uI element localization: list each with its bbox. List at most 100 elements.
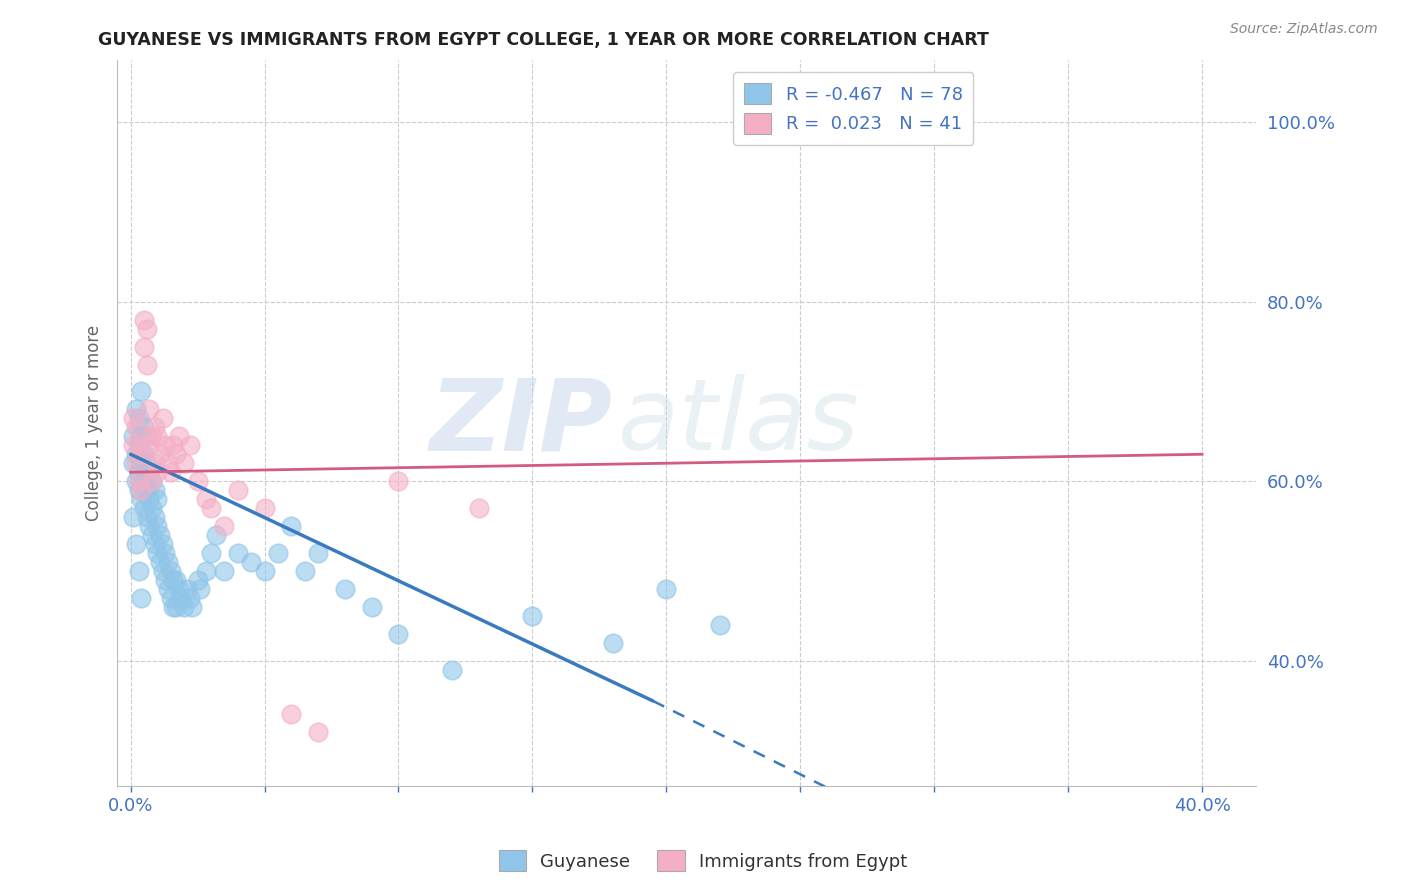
Point [129, 591, 152, 605]
Point [135, 456, 157, 470]
Legend: Guyanese, Immigrants from Egypt: Guyanese, Immigrants from Egypt [492, 843, 914, 879]
Point [132, 447, 155, 461]
Point [122, 456, 145, 470]
Point [146, 492, 169, 507]
Point [149, 447, 172, 461]
Point [167, 429, 190, 443]
Point [129, 447, 152, 461]
Point [468, 501, 491, 516]
Point [125, 420, 148, 434]
Point [135, 429, 157, 443]
Point [179, 438, 201, 452]
Legend: R = -0.467   N = 78, R =  0.023   N = 41: R = -0.467 N = 78, R = 0.023 N = 41 [733, 72, 973, 145]
Point [128, 474, 150, 488]
Point [240, 555, 263, 569]
Point [280, 519, 302, 533]
Point [159, 591, 181, 605]
Point [132, 312, 155, 326]
Point [125, 537, 148, 551]
Point [135, 483, 157, 497]
Point [655, 582, 678, 596]
Point [173, 456, 195, 470]
Point [200, 501, 222, 516]
Point [441, 663, 464, 677]
Point [132, 340, 155, 354]
Point [138, 438, 160, 452]
Point [141, 501, 163, 516]
Point [129, 384, 152, 399]
Point [146, 519, 169, 533]
Point [125, 402, 148, 417]
Point [226, 483, 249, 497]
Point [129, 492, 152, 507]
Point [165, 599, 187, 614]
Text: Source: ZipAtlas.com: Source: ZipAtlas.com [1230, 22, 1378, 37]
Point [146, 546, 169, 560]
Point [122, 510, 145, 524]
Point [181, 599, 204, 614]
Point [128, 438, 150, 452]
Point [155, 546, 177, 560]
Point [167, 582, 190, 596]
Point [132, 501, 155, 516]
Point [162, 573, 184, 587]
Point [143, 420, 166, 434]
Point [135, 358, 157, 372]
Point [146, 429, 169, 443]
Point [143, 456, 166, 470]
Point [173, 599, 195, 614]
Point [162, 599, 184, 614]
Point [122, 411, 145, 425]
Point [132, 420, 155, 434]
Point [188, 582, 211, 596]
Point [159, 465, 181, 479]
Point [165, 447, 187, 461]
Point [226, 546, 249, 560]
Point [143, 537, 166, 551]
Point [138, 519, 160, 533]
Point [602, 635, 624, 649]
Point [143, 483, 166, 497]
Point [162, 438, 184, 452]
Point [307, 546, 329, 560]
Point [149, 555, 172, 569]
Point [128, 438, 150, 452]
Point [159, 564, 181, 578]
Point [141, 474, 163, 488]
Point [138, 492, 160, 507]
Text: GUYANESE VS IMMIGRANTS FROM EGYPT COLLEGE, 1 YEAR OR MORE CORRELATION CHART: GUYANESE VS IMMIGRANTS FROM EGYPT COLLEG… [98, 31, 990, 49]
Point [709, 617, 731, 632]
Point [333, 582, 356, 596]
Point [267, 546, 290, 560]
Point [194, 564, 217, 578]
Point [214, 564, 236, 578]
Point [138, 465, 160, 479]
Point [155, 573, 177, 587]
Point [187, 474, 209, 488]
Point [522, 608, 544, 623]
Y-axis label: College, 1 year or more: College, 1 year or more [86, 325, 103, 521]
Point [387, 626, 409, 640]
Point [294, 564, 316, 578]
Point [129, 483, 152, 497]
Point [200, 546, 222, 560]
Point [307, 725, 329, 739]
Point [155, 438, 177, 452]
Point [387, 474, 409, 488]
Point [194, 492, 217, 507]
Point [128, 411, 150, 425]
Point [152, 564, 174, 578]
Point [141, 474, 163, 488]
Point [132, 474, 155, 488]
Point [146, 465, 169, 479]
Point [122, 429, 145, 443]
Point [128, 483, 150, 497]
Point [135, 321, 157, 335]
Point [179, 591, 201, 605]
Point [152, 411, 174, 425]
Point [143, 510, 166, 524]
Point [157, 582, 180, 596]
Point [129, 429, 152, 443]
Point [360, 599, 382, 614]
Point [149, 528, 172, 542]
